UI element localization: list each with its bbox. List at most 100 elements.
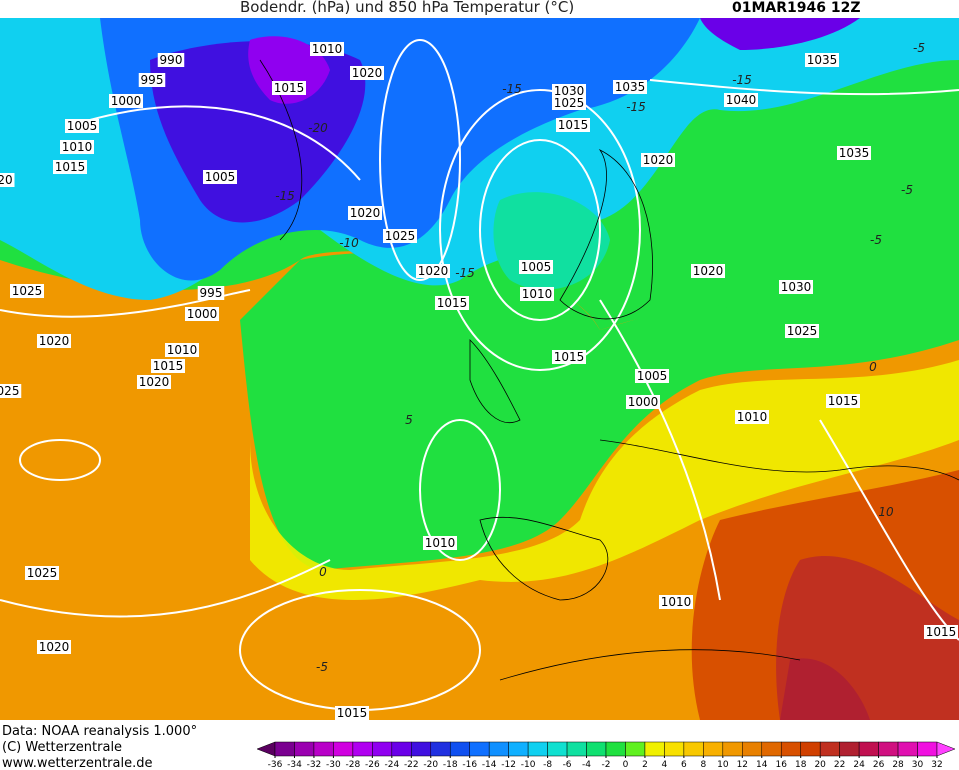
colorbar-bin — [703, 741, 724, 757]
colorbar-bin — [644, 741, 665, 757]
isobar-label: 1035 — [807, 53, 838, 67]
isobar-label-bg — [0, 384, 22, 398]
temperature-label: -5 — [316, 660, 328, 674]
colorbar-tick-label: -4 — [582, 760, 591, 770]
colorbar-bin — [839, 741, 860, 757]
isobar-label-bg — [520, 287, 554, 301]
isobar-label-bg — [272, 81, 306, 95]
isobar-label: 1015 — [337, 706, 368, 720]
isobar-label: 995 — [200, 286, 223, 300]
isobar-label-bg — [65, 119, 99, 133]
isobar-label-bg — [552, 84, 586, 98]
isobar-label: 1020 — [39, 640, 70, 654]
colorbar-tick-label: 2 — [642, 760, 648, 770]
isobar-label: 1035 — [615, 80, 646, 94]
isobar-label: 20 — [0, 173, 13, 187]
isobar-label: 1010 — [661, 595, 692, 609]
colorbar-tick-label: -14 — [482, 760, 497, 770]
isobar-label: 1025 — [554, 96, 585, 110]
isobar-label-bg — [423, 536, 457, 550]
colorbar-bin — [761, 741, 782, 757]
colorbar-tick-label: -34 — [287, 760, 302, 770]
isobar-label: 1035 — [839, 146, 870, 160]
colorbar-bin — [391, 741, 412, 757]
colorbar-tick-label: -30 — [326, 760, 341, 770]
isobar-label-bg — [724, 93, 758, 107]
colorbar-bin — [313, 741, 334, 757]
colorbar-bin — [449, 741, 470, 757]
isobar-label: 1005 — [521, 260, 552, 274]
colorbar-bin — [488, 741, 509, 757]
isobar-label-bg — [691, 264, 725, 278]
coastlines — [259, 59, 959, 681]
isobar-label: 1025 — [385, 229, 416, 243]
isobar-label-bg — [335, 706, 369, 720]
colorbar-tick-label: 0 — [623, 760, 629, 770]
temperature-label: 0 — [869, 360, 877, 374]
isobar-label-bg — [837, 146, 871, 160]
isobar-label-bg — [60, 140, 94, 154]
colorbar-bin — [411, 741, 432, 757]
isobar-label: 1015 — [926, 625, 957, 639]
colorbar-bin — [897, 741, 918, 757]
isobar-label-bg — [157, 53, 185, 67]
isobar-label-bg — [138, 73, 166, 87]
isobar-label: 1040 — [726, 93, 757, 107]
colorbar-tick-label: -10 — [521, 760, 536, 770]
temperature-label: -15 — [732, 73, 752, 87]
isobar-label-bg — [185, 307, 219, 321]
colorbar-bin — [469, 741, 490, 757]
isobar-label-bg — [310, 42, 344, 56]
isobar-label: 1020 — [418, 264, 449, 278]
isobar-label-bg — [552, 96, 586, 110]
colorbar-tick-label: -28 — [346, 760, 361, 770]
colorbar-tick-label: 4 — [662, 760, 668, 770]
colorbar-bin — [625, 741, 646, 757]
isobar-label-bg — [416, 264, 450, 278]
isobar-label: 1015 — [153, 359, 184, 373]
colorbar-tick-label: 22 — [834, 760, 845, 770]
temperature-label: -20 — [308, 121, 328, 135]
colorbar-tick-label: 6 — [681, 760, 687, 770]
colorbar-tick-label: 8 — [700, 760, 706, 770]
colorbar-tick-label: 10 — [717, 760, 729, 770]
isobar-label: 1000 — [628, 395, 659, 409]
colorbar-bin — [508, 741, 529, 757]
colorbar-bin — [586, 741, 607, 757]
colorbar-bin — [800, 741, 821, 757]
isobar-label-bg — [203, 170, 237, 184]
temperature-field — [0, 18, 959, 720]
isobar-label: 1005 — [637, 369, 668, 383]
colorbar-bin — [547, 741, 568, 757]
isobar-label-bg — [25, 566, 59, 580]
colorbar-tick-label: -26 — [365, 760, 380, 770]
temperature-label: 5 — [405, 413, 413, 427]
colorbar-tick-label: 32 — [931, 760, 942, 770]
colorbar-tick-label: 12 — [737, 760, 748, 770]
colorbar-tick-label: -16 — [462, 760, 477, 770]
isobar-label: 1015 — [558, 118, 589, 132]
isobar-label-bg — [552, 350, 586, 364]
isobar-label-bg — [165, 343, 199, 357]
colorbar-bin — [780, 741, 801, 757]
colorbar-tick-label: 16 — [776, 760, 788, 770]
isobar-label-bg — [641, 153, 675, 167]
colorbar-bin — [683, 741, 704, 757]
copyright: (C) Wetterzentrale — [2, 740, 122, 755]
colorbar-bin — [722, 741, 743, 757]
isobar-label: 1020 — [693, 264, 724, 278]
isobar-label-bg — [151, 359, 185, 373]
isobar-label: 1015 — [828, 394, 859, 408]
isobar-label: 1030 — [781, 280, 812, 294]
isobar-label-bg — [37, 334, 71, 348]
isobar-label: 1000 — [111, 94, 142, 108]
isobar-label-bg — [197, 286, 225, 300]
temperature-label: -5 — [913, 41, 925, 55]
isobar-label: 1010 — [425, 536, 456, 550]
isobar-label: 1015 — [55, 160, 86, 174]
isobar-label-bg — [785, 324, 819, 338]
isobar-label-bg — [805, 53, 839, 67]
colorbar-bin — [878, 741, 899, 757]
isobar-label: 1020 — [350, 206, 381, 220]
isobar-label-bg — [635, 369, 669, 383]
